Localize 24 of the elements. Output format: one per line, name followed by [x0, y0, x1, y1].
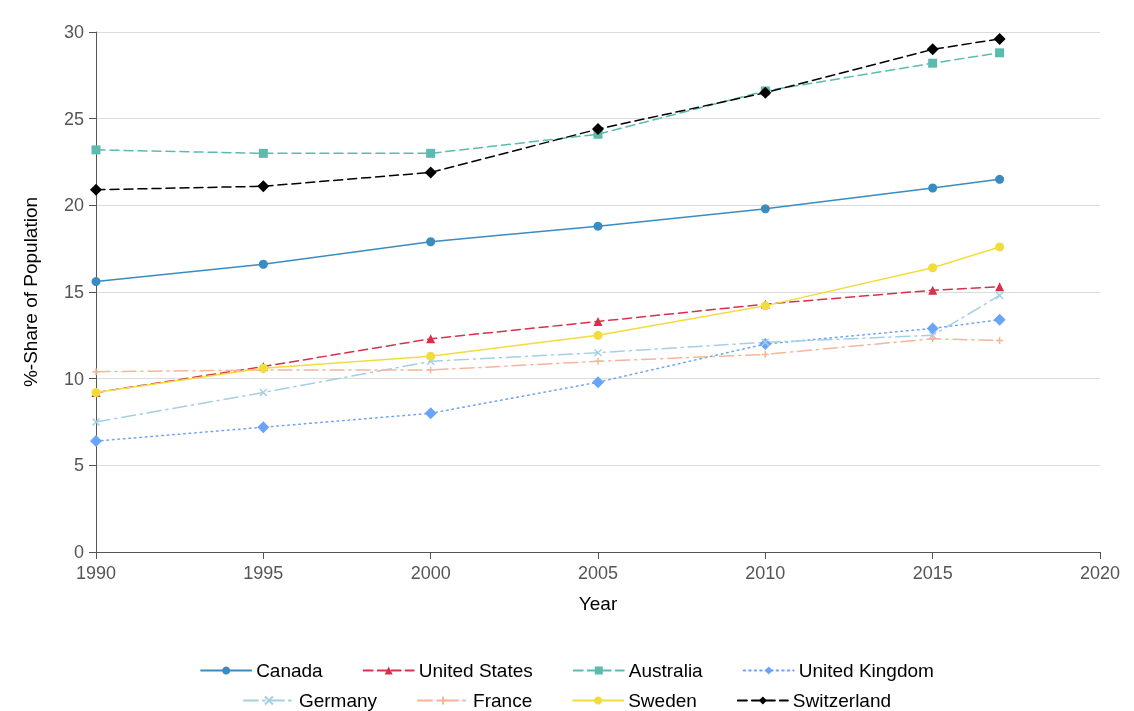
x-tick-label: 2005 — [577, 563, 619, 583]
legend-label: United Kingdom — [798, 660, 934, 681]
x-tick-label: 2000 — [410, 563, 451, 583]
y-tick-label: 0 — [73, 542, 84, 562]
legend-label: Canada — [256, 660, 324, 681]
x-tick-label: 2010 — [745, 563, 786, 583]
legend-label: France — [473, 690, 533, 711]
x-tick-label: 1990 — [75, 563, 117, 583]
legend-label: Sweden — [628, 690, 697, 711]
x-tick-label: 1995 — [243, 563, 284, 583]
y-tick-label: 5 — [73, 455, 84, 476]
y-tick-label: 30 — [63, 22, 84, 42]
y-axis-title: %-Share of Population — [20, 196, 41, 388]
x-tick-label: 2015 — [912, 563, 953, 583]
legend-label: United States — [418, 660, 533, 681]
x-axis-title: Year — [578, 593, 618, 614]
legend-label: Australia — [628, 660, 704, 681]
legend-label: Switzerland — [792, 690, 892, 711]
legend-label: Germany — [298, 690, 378, 711]
y-tick-label: 20 — [63, 195, 84, 216]
y-tick-label: 15 — [63, 282, 84, 302]
y-tick-label: 25 — [63, 108, 84, 129]
y-tick-label: 10 — [63, 368, 84, 389]
x-tick-label: 2020 — [1079, 563, 1121, 583]
